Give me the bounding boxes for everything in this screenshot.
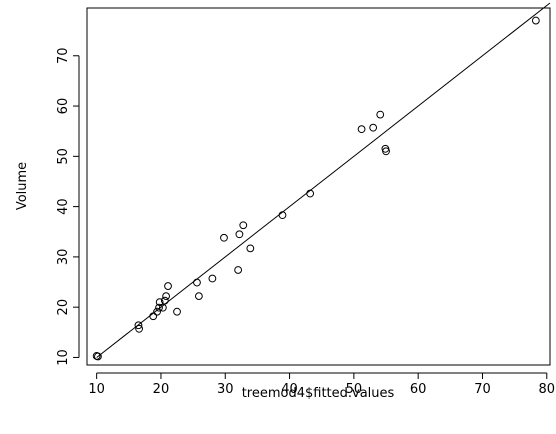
data-point (235, 230, 244, 239)
x-tick-label: 30 (217, 382, 234, 397)
data-point (246, 244, 255, 253)
data-point (162, 292, 170, 301)
data-point (164, 282, 172, 290)
data-point (173, 307, 181, 316)
data-point (158, 303, 167, 312)
y-axis: 10 20 30 40 50 60 70 (56, 47, 80, 366)
x-tick-label: 40 (281, 382, 298, 397)
y-tick-label: 60 (56, 98, 71, 115)
data-point (382, 147, 390, 156)
plot-frame (86, 7, 551, 366)
data-point (134, 321, 143, 330)
data-point (194, 292, 203, 301)
y-tick-label: 20 (56, 299, 71, 316)
identity-line (96, 2, 551, 358)
data-point (234, 266, 243, 274)
data-marks (92, 2, 551, 361)
x-tick-label: 60 (410, 382, 427, 397)
data-point (376, 110, 385, 119)
data-point (193, 278, 201, 287)
x-axis-label: treemod4$fitted.values (242, 386, 395, 401)
x-tick-label: 20 (153, 382, 170, 397)
x-tick-label: 50 (346, 382, 363, 397)
y-tick-label: 50 (56, 148, 71, 165)
data-point (94, 352, 102, 361)
y-tick-label: 40 (56, 198, 71, 215)
x-axis: 10 20 30 40 50 60 70 80 (88, 372, 556, 397)
data-point (160, 296, 169, 305)
x-tick-label: 80 (539, 382, 556, 397)
data-point (220, 233, 228, 242)
data-point (153, 307, 161, 316)
y-tick-label: 70 (56, 47, 71, 64)
data-point (306, 189, 315, 198)
data-point (135, 324, 143, 333)
data-point (239, 221, 248, 230)
data-point (155, 303, 163, 312)
x-tick-label: 10 (88, 382, 105, 397)
x-tick-label: 70 (474, 382, 491, 397)
data-point (149, 312, 158, 321)
data-point (208, 274, 217, 283)
y-axis-label: Volume (15, 162, 30, 210)
data-point (278, 211, 287, 220)
data-point (531, 16, 540, 25)
data-point (357, 125, 366, 134)
y-tick-label: 10 (56, 349, 71, 366)
y-tick-label: 30 (56, 249, 71, 266)
data-point (369, 123, 378, 132)
